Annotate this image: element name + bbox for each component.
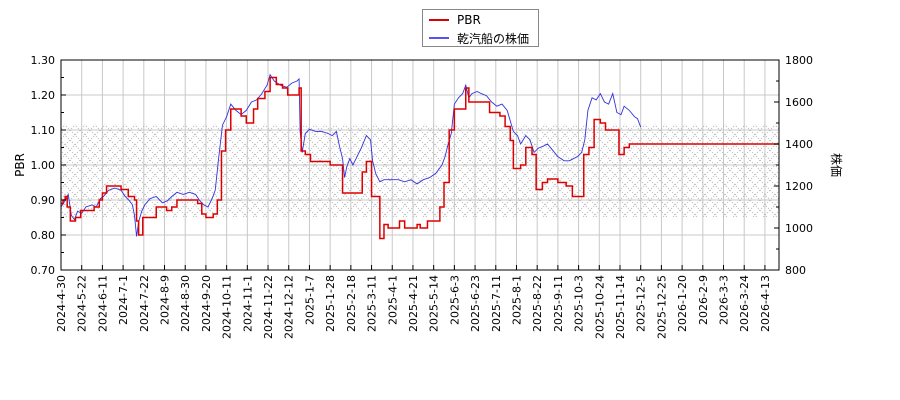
left-tick-label: 1.20: [31, 89, 56, 102]
right-tick-label: 1000: [785, 222, 813, 235]
x-tick-label: 2025-7-11: [490, 275, 503, 332]
x-tick-label: 2025-1-7: [303, 275, 316, 325]
x-tick-label: 2025-2-18: [345, 275, 358, 332]
legend-item-stock-price: 乾汽船の株価: [429, 30, 529, 46]
x-tick-label: 2024-4-30: [55, 275, 68, 332]
x-tick-label: 2025-12-25: [655, 275, 668, 339]
x-tick-label: 2025-8-1: [510, 275, 523, 325]
left-tick-label: 1.30: [31, 54, 56, 67]
x-tick-label: 2024-5-22: [76, 275, 89, 332]
x-tick-label: 2026-1-20: [676, 275, 689, 332]
shaded-pbr-band: [61, 124, 779, 218]
x-tick-label: 2025-10-24: [593, 275, 606, 339]
x-tick-label: 2026-3-24: [738, 275, 751, 332]
legend-swatch-stock-price: [429, 37, 449, 39]
left-y-axis: 0.70 0.80 0.90 1.00 1.10 1.20 1.30: [31, 54, 66, 277]
x-tick-label: 2024-11-22: [262, 275, 275, 339]
left-tick-label: 0.70: [31, 264, 56, 277]
right-tick-label: 1600: [785, 96, 813, 109]
legend-label-pbr: PBR: [457, 13, 481, 27]
x-axis: 2024-4-30 2024-5-22 2024-6-11 2024-7-1 2024-…: [55, 265, 772, 339]
x-tick-label: 2025-10-3: [573, 275, 586, 332]
left-tick-label: 0.80: [31, 229, 56, 242]
x-tick-label: 2025-4-21: [407, 275, 420, 332]
x-tick-label: 2024-7-22: [138, 275, 151, 332]
left-axis-title: PBR: [13, 153, 27, 177]
pbr-line: [61, 76, 779, 240]
x-tick-label: 2024-12-12: [283, 275, 296, 339]
left-tick-label: 1.10: [31, 124, 56, 137]
right-y-axis: 800 1000 1200 1400 1600 1800: [774, 54, 813, 277]
x-tick-label: 2025-4-1: [386, 275, 399, 325]
x-tick-label: 2025-1-28: [324, 275, 337, 332]
x-tick-label: 2025-9-11: [552, 275, 565, 332]
right-tick-label: 1200: [785, 180, 813, 193]
right-axis-title: 株価: [829, 153, 844, 177]
x-tick-label: 2026-2-9: [697, 275, 710, 325]
right-tick-label: 1400: [785, 138, 813, 151]
legend-label-stock-price: 乾汽船の株価: [457, 31, 530, 46]
x-tick-label: 2025-6-23: [469, 275, 482, 332]
left-tick-label: 0.90: [31, 194, 56, 207]
x-tick-label: 2025-3-11: [366, 275, 379, 332]
x-tick-label: 2024-7-1: [117, 275, 130, 325]
left-tick-label: 1.00: [31, 159, 56, 172]
right-tick-label: 800: [785, 264, 806, 277]
x-tick-label: 2024-6-11: [96, 275, 109, 332]
x-tick-label: 2024-11-1: [241, 275, 254, 332]
x-tick-label: 2024-9-20: [200, 275, 213, 332]
x-tick-label: 2026-3-3: [718, 275, 731, 325]
stock-price-line: [61, 73, 642, 237]
x-tick-label: 2025-8-22: [531, 275, 544, 332]
x-tick-label: 2024-8-9: [159, 275, 172, 325]
right-tick-label: 1800: [785, 54, 813, 67]
x-tick-label: 2025-6-3: [448, 275, 461, 325]
legend-item-pbr: PBR: [429, 12, 481, 28]
legend-swatch-pbr: [429, 19, 449, 21]
legend: PBR 乾汽船の株価: [422, 9, 539, 47]
x-tick-label: 2025-5-14: [428, 275, 441, 332]
x-tick-label: 2024-8-30: [179, 275, 192, 332]
x-tick-label: 2024-10-11: [221, 275, 234, 339]
x-tick-label: 2025-11-14: [614, 275, 627, 339]
x-tick-label: 2025-12-5: [635, 275, 648, 332]
x-tick-label: 2026-4-13: [759, 275, 772, 332]
